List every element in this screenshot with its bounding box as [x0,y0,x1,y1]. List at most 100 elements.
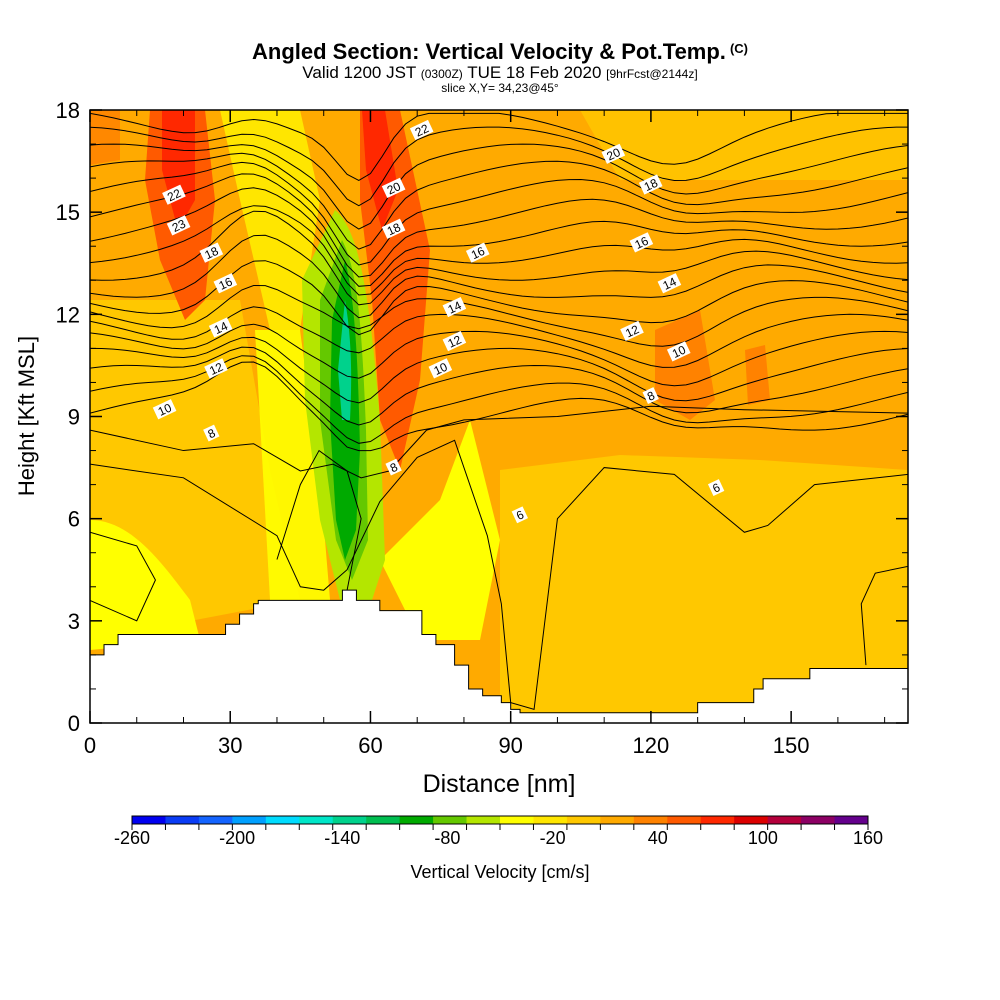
contour-labels: 22 22 20 20 18 23 18 18 16 16 16 14 14 14 12 12 12 10 10 10… [152,119,725,524]
field-zone-east [500,455,908,723]
isentrope-line [90,346,908,426]
contour-label: 14 [208,317,233,338]
y-tick-label: 15 [56,200,80,225]
contour-label-bg [208,317,233,338]
contour-label-text: 23 [170,216,188,234]
contour-label-bg [642,387,659,405]
isentrope-line [90,284,908,347]
colorbar-swatch [834,816,869,824]
colorbar-swatch [734,816,769,824]
colorbar: -260 -200 -140 -80 -20 40 100 160 [114,815,883,848]
colorbar-swatch [232,816,267,824]
colorbar-swatch [767,816,802,824]
y-axis-label: Height [Kft MSL] [14,336,39,496]
contour-label-bg [511,506,529,524]
contour-label-bg [629,232,654,253]
contour-label-bg [199,242,224,263]
colorbar-swatch [566,816,601,824]
contour-label: 10 [666,341,691,362]
isentrope-line [90,234,908,319]
field-yellow-lee [380,420,500,640]
contour-label-text: 16 [217,274,235,292]
isentrope-line [860,565,908,666]
x-axis: 0 30 60 90 120 150 [84,110,886,758]
contour-label-bg [152,399,177,420]
chart-title: Angled Section: Vertical Velocity & Pot.… [0,36,1000,65]
colorbar-tick-label: -200 [219,828,255,848]
x-axis-label: Distance [nm] [423,770,576,798]
velocity-field [90,110,908,723]
field-downdraft-core [338,300,352,420]
isentrope-line [90,336,908,404]
contour-label-text: 20 [605,145,623,163]
contour-label: 8 [642,387,659,405]
colorbar-tick-label: 100 [748,828,778,848]
colorbar-tick-label: 160 [853,828,883,848]
colorbar-swatch [332,816,367,824]
colorbar-tick-label: -140 [324,828,360,848]
y-axis: 0 3 6 9 12 15 18 [56,98,908,736]
contour-label: 20 [601,143,626,164]
title-copyright: (C) [729,41,748,56]
contour-label-text: 14 [212,319,230,337]
contour-label: 12 [442,331,467,352]
contour-label: 14 [442,296,467,318]
contour-label-bg [381,177,406,198]
contour-label-bg [385,458,402,476]
contour-label-bg [620,320,644,342]
contour-label-text: 18 [203,244,221,262]
forecast-info: [9hrFcst@2144z] [606,67,698,81]
field-yellow-column [255,330,330,600]
x-tick-label: 0 [84,733,96,758]
contour-label: 12 [620,320,644,342]
colorbar-swatch [399,816,434,824]
contour-label-bg [666,341,691,362]
colorbar-label: Vertical Velocity [cm/s] [410,862,590,882]
slice-info: slice X,Y= 34,23@45° [441,81,559,95]
contour-label-text: 12 [623,322,641,340]
terrain [89,589,909,724]
contour-label-bg [428,358,453,379]
contour-label: 20 [381,177,406,198]
field-updraft-east-core [362,110,398,230]
valid-date: TUE 18 Feb 2020 [467,63,602,82]
contour-label: 6 [707,479,725,496]
contour-label-text: 10 [432,360,450,378]
colorbar-swatch [801,816,836,824]
colorbar-swatch [600,816,635,824]
contour-label-bg [213,273,238,294]
y-tick-label: 18 [56,98,80,123]
field-yellow-sw [90,520,200,650]
field-zone-top-east [580,110,908,180]
isentrope-line [90,531,156,622]
colorbar-swatch [500,816,534,824]
isentrope-line [90,205,908,296]
colorbar-swatch [132,816,166,824]
contour-label: 16 [465,242,490,263]
contour-label-text: 20 [385,179,403,197]
contour-label-bg [707,479,725,496]
contour-label: 18 [381,218,406,239]
field-yellow-upper [220,110,320,330]
colorbar-tick-label: -80 [434,828,460,848]
contour-label: 18 [638,174,663,195]
valid-time: Valid 1200 JST [302,63,417,82]
pot-temp-contours [90,112,908,711]
contour-label-text: 18 [385,220,403,238]
contour-label-bg [409,119,434,141]
contour-label-bg [166,215,191,236]
contour-label: 10 [152,399,177,420]
contour-label: 14 [657,273,682,294]
contour-label: 10 [428,358,453,379]
colorbar-swatch [466,816,501,824]
x-tick-label: 60 [358,733,382,758]
contour-label-bg [601,143,626,164]
x-tick-label: 150 [773,733,810,758]
colorbar-tick-label: -20 [540,828,566,848]
chart-title-block: Angled Section: Vertical Velocity & Pot.… [0,36,1000,94]
isentrope-line [90,161,908,266]
contour-label: 8 [203,424,220,442]
colorbar-swatch [433,816,468,824]
zulu-time: (0300Z) [420,67,463,81]
